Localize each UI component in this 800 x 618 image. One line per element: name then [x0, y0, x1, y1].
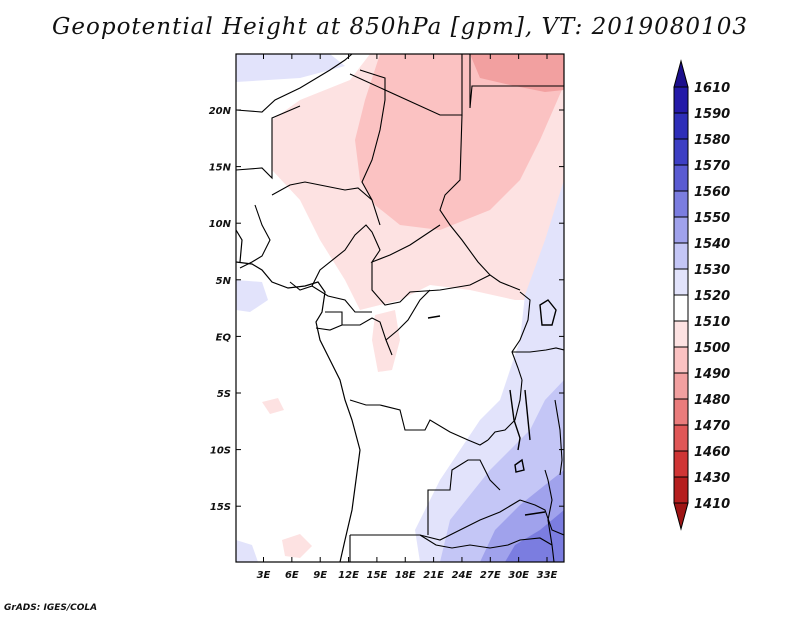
- legend-label: 1610: [694, 81, 730, 96]
- lat-tick-label: 15S: [210, 502, 231, 513]
- legend-label: 1580: [694, 133, 730, 148]
- lon-tick-label: 15E: [367, 570, 388, 581]
- country-borders: [236, 54, 564, 562]
- color-legend: 1610 1590 1580 1570 1560 1550 1540 1530 1520 1510…: [673, 59, 730, 531]
- longitude-axis: 3E 6E 9E 12E 15E 18E 21E 24E 27E 30E 33E: [257, 54, 558, 581]
- legend-label: 1530: [694, 263, 730, 278]
- lon-tick-label: 21E: [423, 570, 444, 581]
- lat-tick-label: EQ: [216, 332, 232, 343]
- legend-label: 1470: [694, 419, 730, 434]
- map-frame: [235, 53, 565, 563]
- legend-label: 1480: [694, 393, 730, 408]
- lat-tick-label: 5S: [217, 389, 231, 400]
- credit-text: GrADS: IGES/COLA: [4, 603, 98, 613]
- lon-tick-label: 30E: [508, 570, 529, 581]
- legend-label: 1410: [694, 497, 730, 512]
- lon-tick-label: 3E: [257, 570, 271, 581]
- legend-swatch: [673, 164, 689, 192]
- legend-swatch: [673, 112, 689, 140]
- legend-swatch: [673, 242, 689, 270]
- legend-label: 1560: [694, 185, 730, 200]
- legend-swatch: [673, 294, 689, 322]
- lon-tick-label: 9E: [313, 570, 327, 581]
- legend-label: 1500: [694, 341, 730, 356]
- coastline: [236, 229, 361, 562]
- legend-swatch: [673, 424, 689, 452]
- legend-swatch: [673, 372, 689, 400]
- legend-label: 1550: [694, 211, 730, 226]
- field-patch: [282, 534, 312, 558]
- lon-tick-label: 27E: [480, 570, 501, 581]
- legend-swatch: [673, 268, 689, 296]
- legend-swatch: [673, 476, 689, 504]
- lat-tick-label: 5N: [216, 276, 232, 287]
- legend-swatch: [673, 138, 689, 166]
- legend-label: 1430: [694, 471, 730, 486]
- lakes: [427, 299, 557, 516]
- legend-label: 1510: [694, 315, 730, 330]
- legend-swatch: [673, 398, 689, 426]
- legend-swatch: [673, 346, 689, 374]
- legend-top-arrow: [673, 59, 689, 88]
- field-patch: [355, 54, 564, 230]
- legend-swatch: [673, 86, 689, 114]
- legend-label: 1540: [694, 237, 730, 252]
- legend-swatch: [673, 216, 689, 244]
- legend-bottom-arrow: [673, 502, 689, 531]
- lat-tick-label: 20N: [209, 106, 232, 117]
- legend-label: 1590: [694, 107, 730, 122]
- field-patch: [236, 280, 268, 312]
- legend-label: 1460: [694, 445, 730, 460]
- lon-tick-label: 33E: [537, 570, 558, 581]
- lon-tick-label: 24E: [452, 570, 473, 581]
- lon-tick-label: 12E: [338, 570, 359, 581]
- lon-tick-label: 18E: [395, 570, 416, 581]
- field-patch: [236, 54, 345, 82]
- field-patch: [262, 398, 284, 414]
- height-field: [236, 54, 564, 562]
- lat-tick-label: 10S: [210, 446, 231, 457]
- legend-label: 1570: [694, 159, 730, 174]
- chart-title: Geopotential Height at 850hPa [gpm], VT:…: [52, 14, 748, 40]
- lat-tick-label: 10N: [209, 219, 232, 230]
- legend-label: 1520: [694, 289, 730, 304]
- field-patch: [470, 54, 564, 92]
- legend-swatch: [673, 450, 689, 478]
- latitude-axis: 20N 15N 10N 5N EQ 5S 10S 15S: [209, 106, 564, 513]
- legend-label: 1490: [694, 367, 730, 382]
- legend-swatch: [673, 190, 689, 218]
- legend-swatch: [673, 320, 689, 348]
- field-patch: [236, 540, 258, 562]
- lon-tick-label: 6E: [285, 570, 299, 581]
- lat-tick-label: 15N: [209, 163, 232, 174]
